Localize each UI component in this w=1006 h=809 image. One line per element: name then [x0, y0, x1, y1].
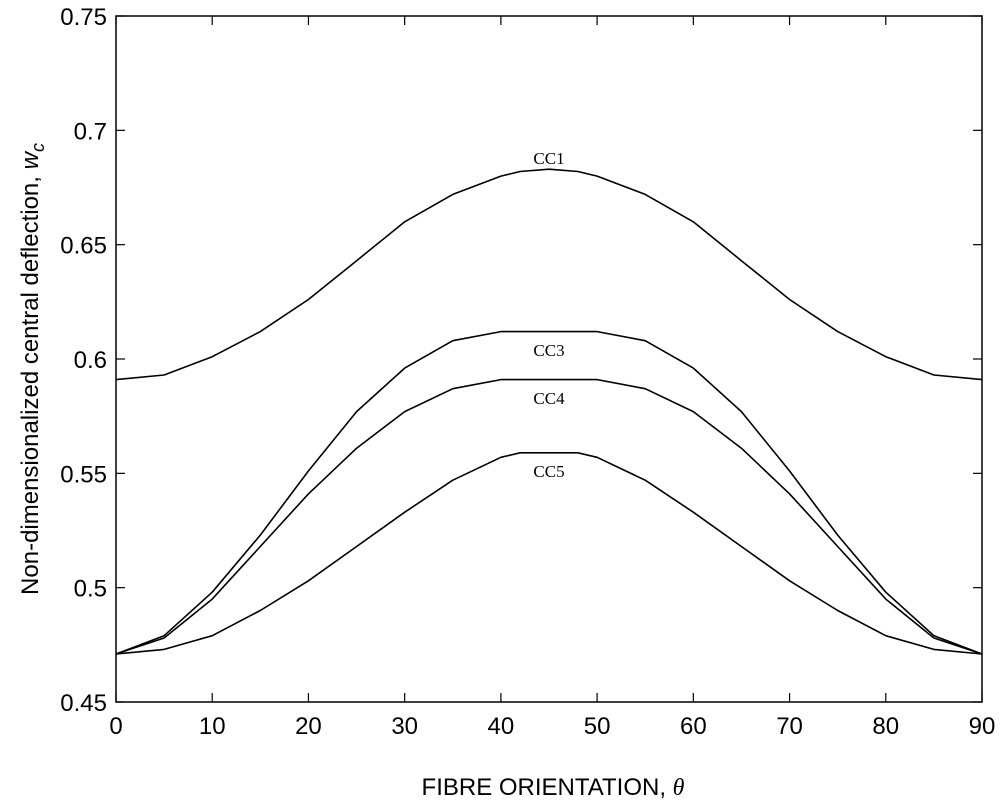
series-labels: CC1 CC3 CC4 CC5 — [533, 149, 565, 481]
x-tick-label: 10 — [199, 713, 226, 740]
axis-tick-labels: 0 10 20 30 40 50 60 70 80 90 0.45 0.5 0.55 0.6 0.65 0.7… — [60, 4, 995, 740]
series-label-cc5: CC5 — [533, 462, 564, 481]
x-tick-label: 0 — [109, 713, 122, 740]
x-tick-label: 70 — [776, 713, 803, 740]
y-axis-title: Non-dimensionalized central deflection, … — [17, 143, 48, 595]
x-tick-label: 40 — [488, 713, 515, 740]
axis-ticks — [115, 15, 983, 703]
series-lines — [115, 168, 983, 655]
series-label-cc1: CC1 — [533, 149, 564, 168]
y-tick-label: 0.55 — [60, 461, 107, 488]
x-axis-title: FIBRE ORIENTATION, θ — [422, 774, 685, 801]
y-tick-label: 0.7 — [74, 118, 107, 145]
y-tick-label: 0.5 — [74, 576, 107, 603]
y-tick-label: 0.6 — [74, 347, 107, 374]
x-tick-label: 80 — [872, 713, 899, 740]
series-line-cc4 — [115, 378, 983, 655]
series-label-cc4: CC4 — [533, 389, 565, 408]
x-tick-label: 30 — [391, 713, 418, 740]
series-line-cc3 — [115, 330, 983, 655]
series-line-cc1 — [115, 168, 983, 381]
y-tick-label: 0.75 — [60, 4, 107, 31]
x-tick-label: 90 — [969, 713, 996, 740]
x-tick-label: 50 — [584, 713, 611, 740]
x-tick-label: 20 — [295, 713, 322, 740]
series-line-cc5 — [115, 451, 983, 655]
series-label-cc3: CC3 — [533, 341, 564, 360]
x-tick-label: 60 — [680, 713, 707, 740]
y-tick-label: 0.45 — [60, 690, 107, 717]
y-tick-label: 0.65 — [60, 233, 107, 260]
